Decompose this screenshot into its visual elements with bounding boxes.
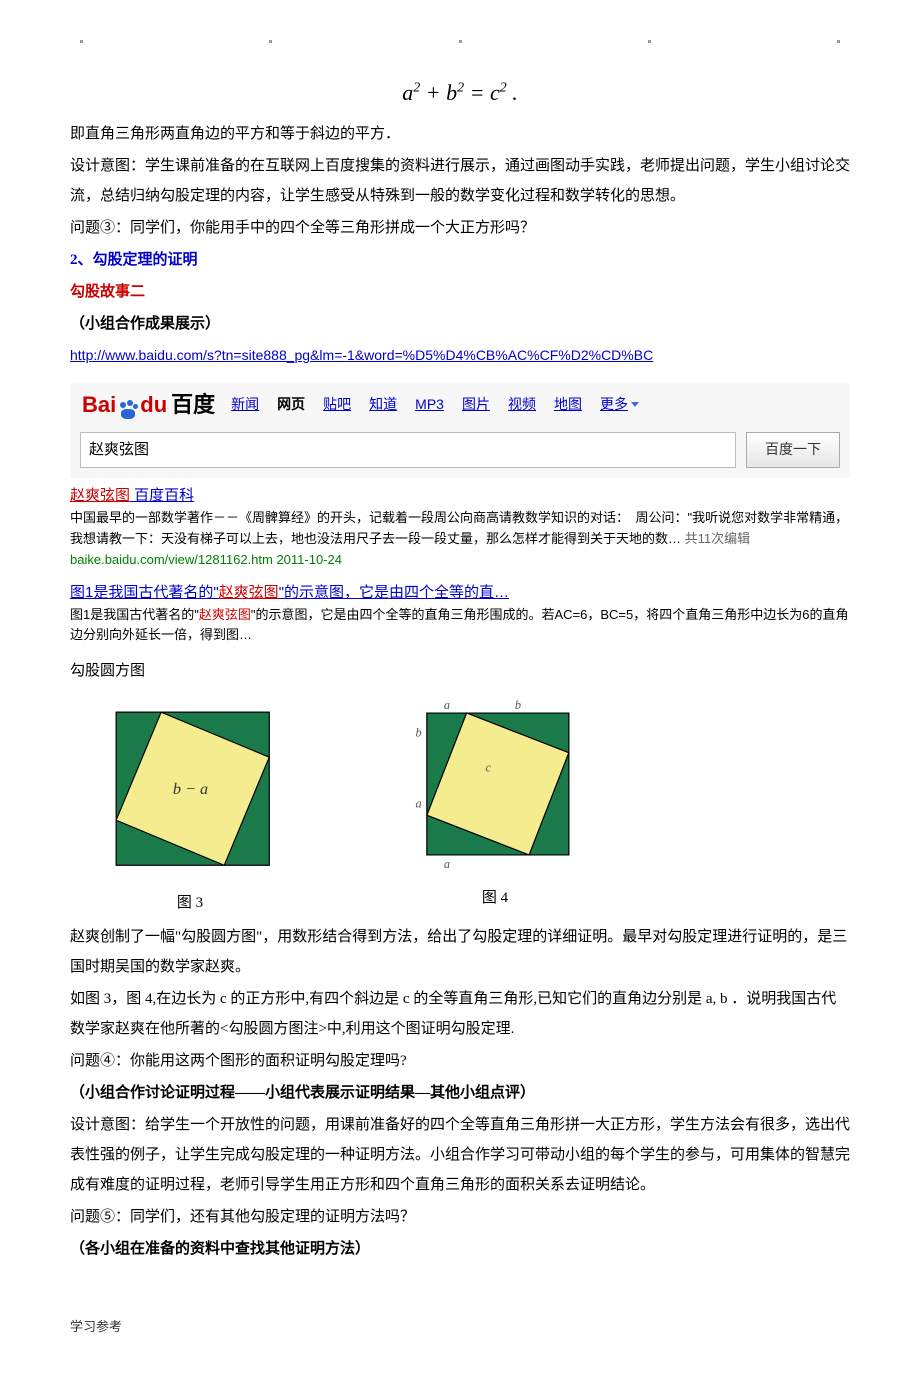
result-1-snippet: 中国最早的一部数学著作－－《周髀算经》的开头，记载着一段周公向商高请教数学知识的…: [70, 510, 848, 546]
question-3: 问题③：同学们，你能用手中的四个全等三角形拼成一个大正方形吗？: [70, 213, 850, 243]
baidu-logo: Bai du 百度: [82, 387, 215, 422]
paragraph-4: 赵爽创制了一幅"勾股圆方图"，用数形结合得到方法，给出了勾股定理的详细证明。最早…: [70, 922, 850, 982]
header-dots: [70, 40, 850, 63]
tab-视频[interactable]: 视频: [508, 393, 536, 415]
svg-text:a: a: [444, 857, 450, 871]
figure-heading: 勾股圆方图: [70, 656, 850, 686]
paragraph-5: 如图 3，图 4,在边长为 c 的正方形中,有四个斜边是 c 的全等直角三角形,…: [70, 984, 850, 1044]
baidu-url-link[interactable]: http://www.baidu.com/s?tn=site888_pg&lm=…: [70, 341, 653, 369]
svg-text:a: a: [444, 698, 450, 712]
figure-4: a b a b c a 图 4: [400, 696, 590, 918]
result-1-url: baike.baidu.com/view/1281162.htm 2011-10…: [70, 552, 342, 567]
figure-3-label: 图 3: [100, 888, 280, 918]
heading-group-find: （各小组在准备的资料中查找其他证明方法）: [70, 1234, 850, 1264]
heading-group-result: （小组合作成果展示）: [70, 309, 850, 339]
svg-text:b: b: [515, 698, 521, 712]
paragraph-1: 即直角三角形两直角边的平方和等于斜边的平方．: [70, 119, 850, 149]
tab-更多[interactable]: 更多: [600, 393, 639, 415]
baidu-results: 赵爽弦图 百度百科中国最早的一部数学著作－－《周髀算经》的开头，记载着一段周公向…: [70, 484, 850, 646]
svg-text:b: b: [416, 726, 422, 740]
result-2: 图1是我国古代著名的"赵爽弦图"的示意图，它是由四个全等的直… 图1是我国古代著名…: [70, 581, 850, 647]
svg-text:b − a: b − a: [173, 780, 208, 798]
logo-bai: Bai: [82, 387, 116, 422]
result-1: 赵爽弦图 百度百科中国最早的一部数学著作－－《周髀算经》的开头，记载着一段周公向…: [70, 484, 850, 570]
result-2-title[interactable]: 图1是我国古代著名的"赵爽弦图"的示意图，它是由四个全等的直…: [70, 584, 509, 601]
tab-图片[interactable]: 图片: [462, 393, 490, 415]
search-input[interactable]: 赵爽弦图: [80, 432, 736, 468]
question-5: 问题⑤：同学们，还有其他勾股定理的证明方法吗？: [70, 1202, 850, 1232]
paw-icon: [117, 400, 139, 422]
tab-网页[interactable]: 网页: [277, 393, 305, 415]
figures-row: c b − a 图 3 a b a b c a 图 4: [100, 696, 850, 918]
search-button[interactable]: 百度一下: [746, 432, 840, 468]
tab-贴吧[interactable]: 贴吧: [323, 393, 351, 415]
paragraph-7: 设计意图：给学生一个开放性的问题，用课前准备好的四个全等直角三角形拼一大正方形，…: [70, 1110, 850, 1200]
search-row: 赵爽弦图 百度一下: [70, 426, 850, 478]
question-4: 问题④：你能用这两个图形的面积证明勾股定理吗?: [70, 1046, 850, 1076]
tab-MP3[interactable]: MP3: [415, 393, 444, 415]
tab-知道[interactable]: 知道: [369, 393, 397, 415]
paragraph-2: 设计意图：学生课前准备的在互联网上百度搜集的资料进行展示，通过画图动手实践，老师…: [70, 151, 850, 211]
result-1-title[interactable]: 赵爽弦图 百度百科: [70, 487, 194, 504]
figure-4-label: 图 4: [400, 883, 590, 913]
baidu-tabs: 新闻网页贴吧知道 MP3 图片视频地图更多: [231, 393, 639, 415]
heading-group-discuss: （小组合作讨论证明过程——小组代表展示证明结果—其他小组点评）: [70, 1078, 850, 1108]
heading-proof: 2、勾股定理的证明: [70, 245, 850, 275]
baidu-header: Bai du 百度 新闻网页贴吧知道 MP3 图片视频地图更多: [70, 383, 850, 426]
baidu-search-block: Bai du 百度 新闻网页贴吧知道MP3图片视频地图更多 赵爽弦图 百度一下 …: [70, 383, 850, 646]
svg-text:c: c: [102, 782, 110, 802]
logo-du: du: [140, 387, 167, 422]
result-2-snippet: 图1是我国古代著名的"赵爽弦图"的示意图，它是由四个全等的直角三角形围成的。若A…: [70, 607, 848, 643]
tab-地图[interactable]: 地图: [554, 393, 582, 415]
svg-text:c: c: [486, 761, 492, 775]
pythagorean-formula: a2 + b2 = c2 .: [70, 71, 850, 115]
heading-story-2: 勾股故事二: [70, 277, 850, 307]
svg-text:a: a: [416, 797, 422, 811]
figure-3: c b − a 图 3: [100, 696, 280, 918]
tab-新闻[interactable]: 新闻: [231, 393, 259, 415]
footer-text: 学习参考: [70, 1314, 850, 1340]
logo-hanzi: 百度: [171, 387, 215, 422]
